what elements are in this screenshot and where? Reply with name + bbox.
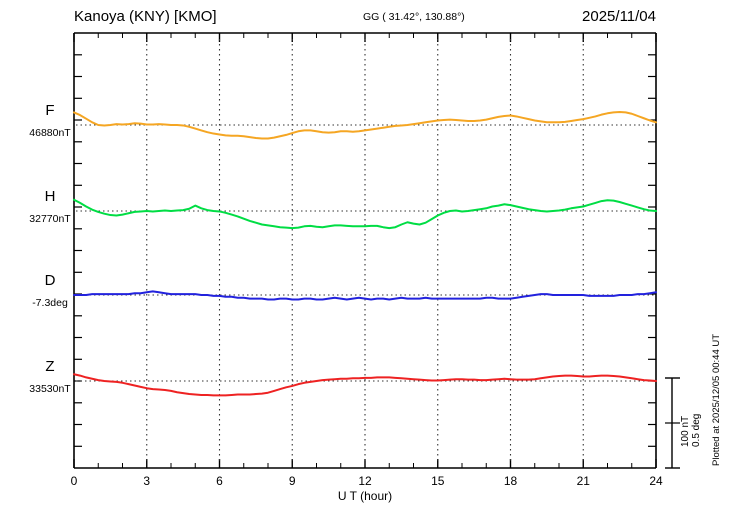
component-baseline-value-Z: 33530nT: [29, 383, 71, 395]
x-tick-label-12: 12: [358, 474, 372, 488]
x-tick-label-24: 24: [649, 474, 663, 488]
scale-label-nt: 100 nT: [680, 416, 691, 447]
component-baseline-value-F: 46880nT: [29, 127, 71, 139]
x-axis-tick-labels: 0 3 6 9 12 15 18 21 24: [71, 474, 663, 488]
plotted-timestamp: Plotted at 2025/12/05 00:44 UT: [711, 334, 722, 466]
scale-bar: 100 nT 0.5 deg: [665, 377, 702, 469]
scale-label-deg: 0.5 deg: [691, 414, 702, 447]
x-tick-label-15: 15: [431, 474, 445, 488]
component-letter-H: H: [45, 188, 56, 205]
station-title: Kanoya (KNY) [KMO]: [74, 8, 217, 25]
trace-F: [73, 110, 657, 140]
component-baseline-value-H: 32770nT: [29, 213, 71, 225]
component-labels: F 46880nT H 32770nT D -7.3deg Z 33530nT: [29, 102, 71, 395]
x-tick-label-0: 0: [71, 474, 78, 488]
trace-H: [73, 198, 657, 230]
trace-Z: [73, 373, 657, 397]
x-axis-title: U T (hour): [338, 489, 392, 503]
x-tick-label-18: 18: [504, 474, 518, 488]
component-traces: [73, 110, 657, 397]
component-letter-F: F: [45, 102, 54, 119]
geographic-coordinates: GG ( 31.42°, 130.88°): [363, 11, 465, 23]
x-tick-label-6: 6: [216, 474, 223, 488]
vertical-gridlines: [146, 39, 584, 462]
trace-D: [73, 290, 657, 301]
component-baseline-value-D: -7.3deg: [32, 297, 68, 309]
component-letter-Z: Z: [45, 358, 54, 375]
x-tick-label-9: 9: [289, 474, 296, 488]
x-tick-label-3: 3: [143, 474, 150, 488]
observation-date: 2025/11/04: [582, 8, 656, 25]
component-letter-D: D: [45, 272, 56, 289]
x-tick-label-21: 21: [577, 474, 591, 488]
